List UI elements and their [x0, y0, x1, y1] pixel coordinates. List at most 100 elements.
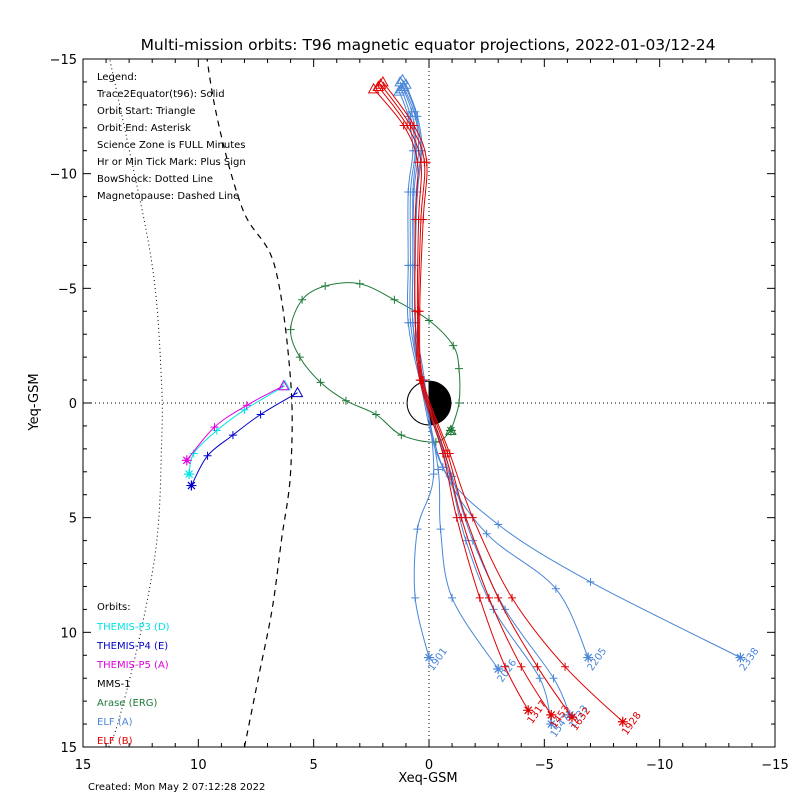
series-line: [398, 90, 741, 659]
orbit-start-triangle: [393, 85, 405, 96]
tick-plus-marker: [445, 449, 454, 458]
x-tick-label: 15: [75, 758, 92, 773]
orbit-start-triangle: [395, 82, 408, 94]
tick-plus-marker: [425, 316, 433, 325]
tick-plus-marker: [475, 593, 484, 602]
tick-plus-marker: [298, 295, 307, 304]
series-arase-erg-: [286, 279, 463, 446]
orbit-end-asterisk: [445, 425, 456, 436]
orbit-legend-entry: THEMIS-P4 (E): [96, 641, 168, 652]
bowshock-line: [107, 59, 163, 747]
orbit-end-asterisk: [181, 455, 192, 466]
tick-plus-marker: [484, 593, 493, 602]
chart-title: Multi-mission orbits: T96 magnetic equat…: [141, 36, 716, 54]
series-time-label: 2205: [586, 646, 610, 673]
tick-plus-marker: [508, 593, 517, 602]
y-tick-label: −10: [50, 168, 77, 183]
legend-line: Orbit Start: Triangle: [97, 106, 195, 117]
orbit-end-asterisk: [567, 712, 578, 723]
legend-line: Trace2Equator(t96): Solid: [96, 89, 225, 100]
legend-line: Science Zone is FULL Minutes: [97, 140, 246, 151]
tick-plus-marker: [410, 121, 419, 130]
y-tick-label: 15: [60, 741, 77, 756]
orbit-start-triangle: [277, 379, 290, 391]
series-time-label: 2338: [738, 646, 762, 673]
y-tick-label: 5: [69, 512, 77, 527]
tick-plus-marker: [494, 593, 503, 602]
tick-plus-marker: [203, 451, 212, 460]
tick-plus-marker: [517, 662, 526, 671]
orbit-end-asterisk: [546, 719, 557, 730]
series-themis-p3-d-: [184, 379, 291, 480]
series-elf-a-1901: 1901: [400, 78, 450, 673]
orbit-end-asterisk: [493, 664, 504, 675]
orbit-legend-entry: THEMIS-P5 (A): [96, 660, 169, 671]
series-line: [186, 385, 284, 461]
orbit-start-triangle: [377, 75, 389, 87]
tick-plus-marker: [390, 295, 399, 304]
y-tick-label: 10: [60, 626, 77, 641]
tick-plus-marker: [408, 261, 417, 270]
orbit-end-asterisk: [546, 709, 557, 720]
y-tick-label: −15: [50, 53, 77, 68]
tick-plus-marker: [371, 410, 380, 419]
orbit-end-asterisk: [735, 652, 746, 663]
x-tick-label: −5: [535, 758, 554, 773]
series-themis-p5-a-: [181, 379, 290, 466]
y-axis-label: Yeq-GSM: [27, 373, 42, 431]
series-elf-a-2338: 2338: [393, 85, 762, 673]
tick-plus-marker: [434, 465, 443, 474]
tick-plus-marker: [295, 353, 304, 362]
tick-plus-marker: [355, 279, 364, 288]
orbit-start-triangle: [374, 78, 387, 89]
legend-line: BowShock: Dotted Line: [97, 174, 213, 185]
x-tick-label: 10: [190, 758, 207, 773]
series-elf-a-2205: 2205: [395, 82, 610, 673]
legend-line: Magnetopause: Dashed Line: [97, 191, 239, 202]
x-tick-label: 5: [310, 758, 318, 773]
tick-plus-marker: [256, 410, 265, 419]
orbit-end-asterisk: [424, 652, 434, 663]
orbit-start-triangle: [396, 73, 409, 85]
orbit-end-asterisk: [583, 652, 594, 663]
magnetopause-line: [206, 59, 293, 747]
tick-plus-marker: [461, 513, 470, 522]
tick-plus-marker: [436, 525, 445, 534]
x-axis-label: Xeq-GSM: [398, 771, 457, 786]
orbit-end-asterisk: [186, 480, 197, 491]
orbit-legend-entry: ELF (A): [97, 717, 133, 728]
legend-line: Legend:: [97, 72, 137, 83]
series-time-label: 1317: [526, 699, 550, 726]
tick-plus-marker: [586, 577, 595, 586]
tick-plus-marker: [551, 584, 560, 593]
tick-plus-marker: [407, 107, 416, 116]
series-time-label: 1928: [620, 710, 644, 737]
tick-plus-marker: [413, 525, 422, 534]
tick-plus-marker: [422, 158, 431, 167]
tick-plus-marker: [419, 376, 428, 385]
tick-plus-marker: [561, 662, 570, 671]
orbit-legend-entry: Arase (ERG): [97, 698, 158, 709]
legend-line: Orbit End: Asterisk: [97, 123, 191, 134]
tick-plus-marker: [397, 431, 406, 440]
tick-plus-marker: [316, 378, 325, 387]
tick-plus-marker: [494, 520, 503, 529]
orbit-legend-entry: ELF (B): [97, 736, 133, 747]
orbit-start-triangle: [291, 386, 304, 398]
x-tick-label: 0: [425, 758, 433, 773]
tick-plus-marker: [429, 470, 438, 479]
tick-plus-marker: [210, 423, 219, 432]
tick-plus-marker: [242, 401, 251, 410]
orbit-legend-entry: MMS-1: [97, 679, 131, 690]
series-elf-a-2026: 2026: [397, 80, 519, 685]
orbit-start-triangle: [394, 75, 407, 87]
orbits-title: Orbits:: [97, 602, 131, 613]
tick-plus-marker: [341, 396, 350, 405]
tick-plus-marker: [449, 341, 458, 350]
tick-plus-marker: [408, 188, 417, 197]
orbit-end-asterisk: [617, 716, 628, 727]
tick-plus-marker: [501, 662, 510, 671]
orbit-end-asterisk: [184, 469, 195, 480]
